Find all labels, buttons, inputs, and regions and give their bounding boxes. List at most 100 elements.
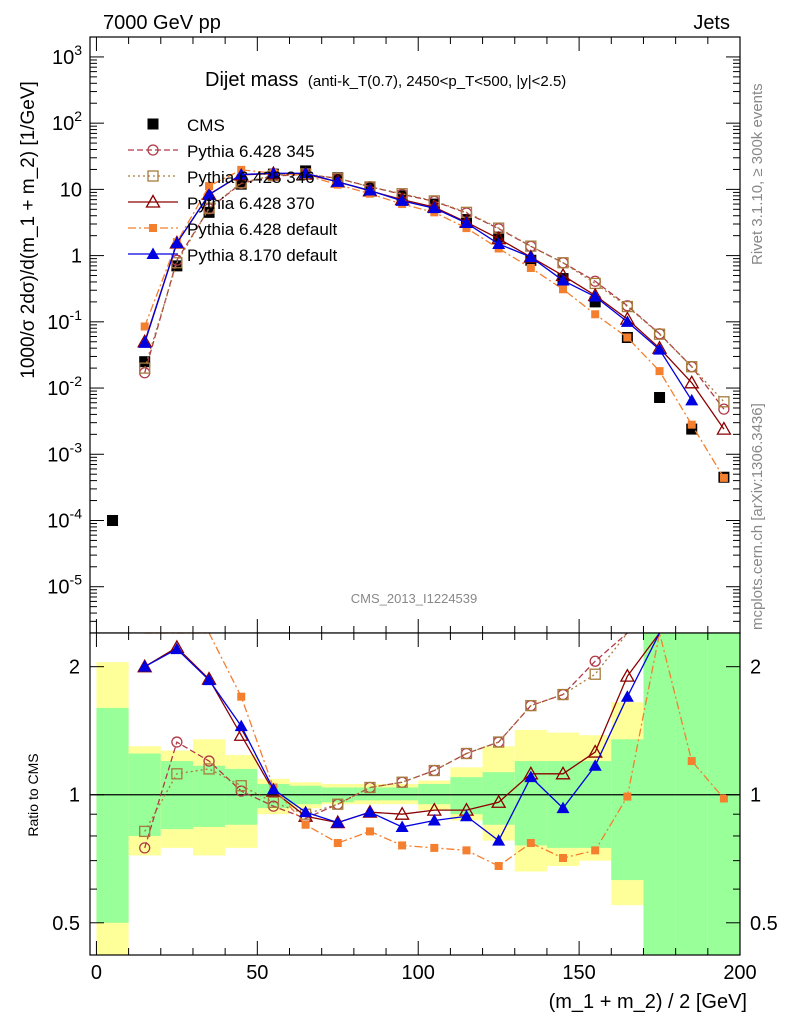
- ratio-point-3-7: [365, 827, 374, 836]
- main-point-0-15: [589, 296, 601, 308]
- green-band-bin: [386, 787, 419, 801]
- ratio-point-4-12: [524, 770, 538, 783]
- ratio-point-4-13: [556, 801, 570, 814]
- main-ytick-label-2: 10-3: [47, 439, 82, 466]
- main-point-4-3: [205, 182, 214, 191]
- main-ytick-label-6: 10: [60, 179, 82, 201]
- main-point-5-16: [620, 315, 634, 327]
- ratio-point-4-5: [299, 805, 313, 818]
- ratio-xtick-label: 200: [723, 962, 756, 984]
- legend-marker-4: [149, 224, 157, 232]
- legend-marker-2: [147, 170, 159, 182]
- main-ytick-label-7: 102: [52, 108, 82, 135]
- ratio-series-line-1: [144, 632, 628, 832]
- ratio-point-3-11: [494, 861, 503, 870]
- ratio-series-line-0: [144, 632, 628, 849]
- main-ytick-label-5: 1: [71, 246, 82, 268]
- main-point-0-18: [686, 423, 698, 435]
- main-point-5-3: [202, 188, 216, 200]
- main-point-5-4: [234, 167, 248, 180]
- main-point-2-1: [139, 362, 151, 374]
- ratio-point-3-6: [333, 839, 342, 848]
- ratio-point-2-3: [233, 727, 249, 741]
- ratio-point-1-8: [396, 776, 408, 788]
- ratio-point-2-13: [555, 765, 571, 780]
- ratio-xtick-label: 150: [562, 962, 595, 984]
- ratio-point-3-3: [237, 692, 246, 701]
- main-point-5-5: [266, 166, 280, 179]
- main-ytick-label-3: 10-2: [47, 373, 82, 400]
- ratio-point-1-13: [557, 688, 569, 701]
- main-point-5-7: [331, 175, 345, 187]
- analysis-watermark: CMS_2013_I1224539: [351, 591, 478, 606]
- ratio-point-2-8: [394, 806, 410, 820]
- ratio-point-4-1: [170, 642, 184, 655]
- green-band-bin: [450, 777, 483, 815]
- ratio-point-3-5: [301, 820, 310, 829]
- ratio-point-4-2: [202, 673, 216, 686]
- main-point-4-15: [591, 310, 600, 319]
- ratio-point-3-15: [623, 792, 632, 801]
- green-band-bin: [579, 761, 612, 848]
- green-band-bin: [707, 633, 740, 955]
- main-point-4-19: [719, 473, 728, 482]
- main-point-5-13: [524, 250, 538, 263]
- chart-title-detail: (anti-k_T(0.7), 2450<p_T<500, |y|<2.5): [308, 73, 566, 90]
- ratio-ylabel: Ratio to CMS: [25, 753, 41, 836]
- ratio-ytick-label-left: 0.5: [52, 913, 80, 935]
- ratio-point-1-3: [235, 780, 247, 792]
- main-ytick-label-1: 10-4: [47, 505, 82, 532]
- green-band-bin: [418, 783, 451, 805]
- legend: CMS Pythia 6.428 345 Pythia 6.428 346 Pythi…: [128, 116, 338, 265]
- main-point-3-18: [684, 374, 700, 389]
- ratio-ytick-label-right: 2: [750, 657, 761, 679]
- ratio-point-4-7: [363, 805, 377, 818]
- ratio-ytick-label-left: 1: [69, 785, 80, 807]
- ratio-ytick-label-right: 0.5: [750, 913, 778, 935]
- legend-label-1: Pythia 6.428 345: [187, 142, 315, 161]
- main-series-5: [138, 166, 699, 406]
- legend-label-3: Pythia 6.428 370: [187, 194, 315, 213]
- legend-label-2: Pythia 6.428 346: [187, 168, 315, 187]
- ratio-frame: [89, 632, 741, 956]
- ratio-point-4-6: [331, 816, 345, 828]
- main-point-4-11: [462, 224, 471, 233]
- main-point-5-9: [395, 194, 409, 206]
- ratio-point-0-2: [203, 755, 215, 767]
- main-point-5-1: [138, 336, 152, 348]
- main-point-0-3: [203, 206, 215, 218]
- legend-marker-1: [147, 144, 159, 156]
- chart-title-main: Dijet mass: [205, 69, 298, 91]
- ratio-point-1-12: [525, 699, 537, 712]
- ratio-point-1-2: [203, 763, 215, 775]
- ratio-xtick-label: 100: [402, 962, 435, 984]
- main-point-4-13: [526, 263, 535, 272]
- ratio-point-3-17: [687, 757, 696, 766]
- ratio-point-3-8: [398, 841, 407, 850]
- ratio-point-0-1: [171, 736, 183, 748]
- ratio-point-1-1: [171, 768, 183, 780]
- main-ytick-label-4: 10-1: [47, 307, 82, 334]
- legend-label-5: Pythia 8.170 default: [187, 246, 338, 265]
- main-point-0-12: [493, 231, 505, 243]
- main-point-2-19: [718, 396, 730, 408]
- main-point-5-10: [427, 201, 441, 214]
- ratio-point-4-10: [459, 809, 473, 822]
- green-band-bin: [482, 772, 515, 825]
- main-panel: 10-5 10-4 10-3 10-2 10-1 1 10 102 103 CMS Pythia 6…: [47, 36, 741, 634]
- ratio-point-2-11: [491, 794, 507, 808]
- ratio-point-4-0: [138, 660, 152, 672]
- ratio-point-3-10: [462, 846, 471, 855]
- ratio-point-2-14: [587, 744, 603, 758]
- green-band-bin: [192, 765, 226, 827]
- green-band-bin: [643, 633, 676, 955]
- main-point-4-16: [623, 333, 632, 342]
- ratio-xlabel: (m_1 + m_2) / 2 [GeV]: [549, 991, 747, 1013]
- ratio-point-4-8: [395, 820, 409, 832]
- ratio-point-3-9: [430, 843, 439, 852]
- ratio-point-0-14: [589, 655, 601, 667]
- ratio-point-3-12: [526, 839, 535, 848]
- main-point-5-18: [685, 393, 699, 406]
- ratio-point-1-14: [589, 668, 601, 680]
